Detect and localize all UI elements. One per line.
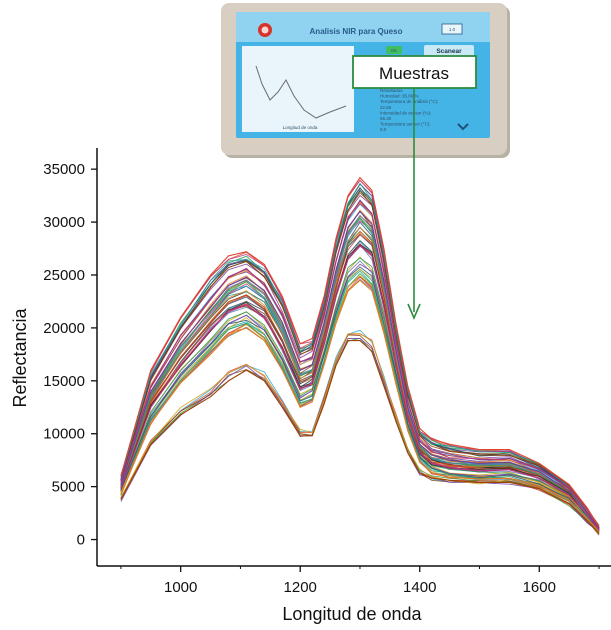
spectrum-line — [120, 214, 600, 532]
spectrum-line — [120, 263, 600, 531]
y-tick-label: 0 — [77, 532, 85, 549]
spectrum-line — [120, 182, 600, 529]
spectrum-line — [120, 203, 600, 530]
tablet-info-line: Intensidad de sensor (%): — [380, 110, 431, 115]
spectrum-line — [120, 333, 600, 533]
tablet-top-right-label: 1.0 — [449, 27, 456, 32]
spectrum-line — [120, 217, 600, 530]
y-axis-title: Reflectancia — [10, 307, 30, 407]
tablet-ok-label: OK — [391, 48, 398, 53]
x-ticks: 1000 1200 1400 1600 — [120, 566, 600, 596]
spectrum-line — [120, 257, 600, 533]
tablet-info-line: Temperatura sensor (°C): — [380, 122, 431, 127]
y-tick-label: 10000 — [43, 426, 85, 443]
spectrum-line — [120, 268, 600, 533]
callout-arrowhead — [407, 303, 421, 321]
spectrum-line-low-group — [120, 340, 600, 534]
spectrum-line-lower — [120, 279, 600, 533]
spectrum-line — [120, 333, 600, 536]
spectrum-line — [120, 334, 600, 532]
y-tick-label: 30000 — [43, 214, 85, 231]
y-tick-label: 15000 — [43, 373, 85, 390]
tablet-scan-label: Scanear — [436, 48, 462, 55]
spectrum-line-max — [120, 176, 600, 528]
tablet-info-line: Humedad: 35.66 % — [380, 94, 419, 99]
chevron-down-icon[interactable] — [457, 123, 469, 131]
spectrum-line — [120, 266, 600, 534]
tablet-logo-inner — [261, 26, 269, 34]
spectrum-line — [120, 191, 600, 528]
spectrum-line — [120, 245, 600, 532]
tablet-plot-caption: Longitud de onda — [283, 125, 318, 130]
y-tick-label: 20000 — [43, 320, 85, 337]
tablet-scan-button[interactable] — [424, 45, 474, 56]
tablet-plot-panel — [242, 46, 354, 132]
y-tick-label: 25000 — [43, 267, 85, 284]
spectrum-line-mid — [120, 244, 600, 531]
y-tick-label: 35000 — [43, 161, 85, 178]
y-ticks: 0 5000 10000 15000 20000 25000 30000 35000 — [43, 161, 97, 549]
x-tick-label: 1400 — [403, 579, 436, 596]
tablet-plot-line — [255, 65, 347, 119]
x-tick-label: 1200 — [284, 579, 317, 596]
spectrum-line — [120, 209, 600, 530]
spectrum-line — [120, 234, 600, 530]
tablet-info-line: Temperatura de análisis (°C): — [380, 99, 438, 104]
tablet-top-right-box[interactable] — [441, 23, 463, 35]
tablet-info-line: 22.60 — [380, 105, 392, 110]
spectrum-line — [120, 203, 600, 529]
tablet-ok-button[interactable] — [386, 46, 402, 54]
x-tick-label: 1600 — [523, 579, 556, 596]
spectrum-line — [120, 194, 600, 529]
spectrum-line — [120, 240, 600, 533]
x-axis-title: Longitud de onda — [282, 604, 422, 624]
spectra-series — [120, 176, 600, 536]
spectrum-line — [120, 179, 600, 527]
spectrum-line — [120, 256, 600, 530]
spectrum-line — [120, 240, 600, 532]
spectrum-line — [120, 337, 600, 533]
callout-box — [352, 55, 477, 89]
tablet-info-line: 0.0 — [380, 127, 387, 132]
spectrum-line — [120, 270, 600, 534]
tablet-info-line: Resultados — [380, 88, 403, 93]
spectrum-line-upper — [120, 210, 600, 530]
y-tick-label: 5000 — [52, 479, 85, 496]
x-tick-label: 1000 — [164, 579, 197, 596]
tablet-info-line: 55.30 — [380, 116, 392, 121]
tablet-title: Analisis NIR para Queso — [310, 27, 403, 36]
callout-label: Muestras — [379, 64, 449, 83]
